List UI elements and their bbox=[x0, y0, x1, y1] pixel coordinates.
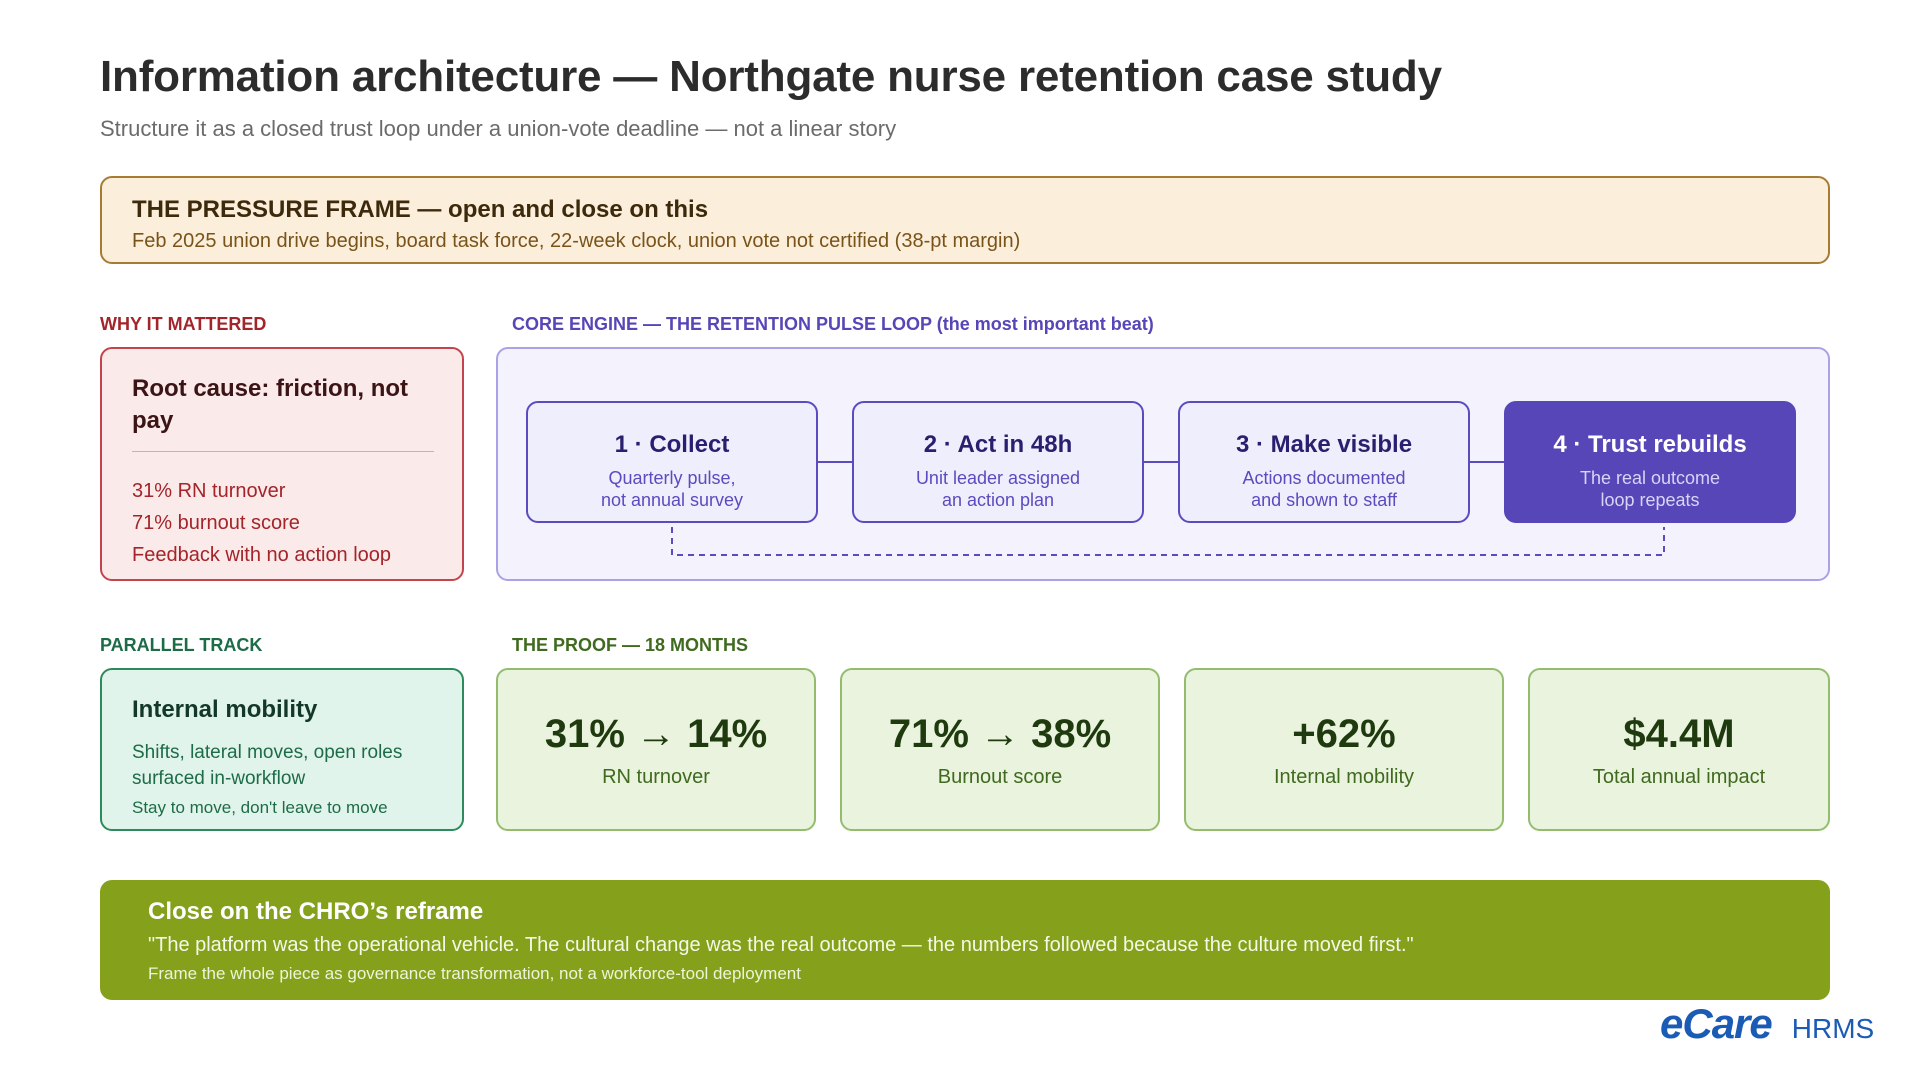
loop-step-desc: Quarterly pulse, not annual survey bbox=[600, 468, 744, 510]
loop-step-desc: The real outcome loop repeats bbox=[1579, 468, 1721, 510]
reframe-quote: "The platform was the operational vehicl… bbox=[148, 934, 1414, 956]
list-item: 31% RN turnover bbox=[132, 480, 286, 502]
metric-value: +62% bbox=[1292, 712, 1396, 756]
metric-label: Internal mobility bbox=[1273, 766, 1415, 788]
loop-step-desc: Actions documented and shown to staff bbox=[1242, 468, 1406, 510]
chro-reframe-banner: Close on the CHRO’s reframe "The platfor… bbox=[100, 880, 1830, 1000]
why-section-label: WHY IT MATTERED bbox=[100, 314, 267, 334]
internal-mobility-title: Internal mobility bbox=[132, 696, 318, 723]
pressure-frame-title: THE PRESSURE FRAME — open and close on t… bbox=[132, 196, 709, 223]
metric-value: 71% → 38% bbox=[888, 712, 1112, 756]
loop-connector bbox=[818, 461, 852, 463]
internal-mobility-desc: Shifts, lateral moves, open roles surfac… bbox=[132, 742, 403, 789]
reframe-note: Frame the whole piece as governance tran… bbox=[148, 964, 801, 983]
reframe-title: Close on the CHRO’s reframe bbox=[148, 898, 484, 925]
metric-card-burnout: 71% → 38% Burnout score bbox=[840, 668, 1160, 831]
internal-mobility-card: Internal mobility Shifts, lateral moves,… bbox=[100, 668, 464, 831]
root-cause-title: Root cause: friction, not pay bbox=[132, 375, 408, 434]
logo-brand: eCare bbox=[1660, 1000, 1773, 1047]
root-cause-card: Root cause: friction, not pay 31% RN tur… bbox=[100, 347, 464, 581]
metric-label: Burnout score bbox=[937, 766, 1063, 788]
metric-value: $4.4M bbox=[1623, 712, 1735, 756]
internal-mobility-note: Stay to move, don't leave to move bbox=[132, 798, 388, 817]
metric-label: RN turnover bbox=[602, 766, 710, 788]
root-cause-list: 31% RN turnover 71% burnout score Feedba… bbox=[132, 475, 391, 571]
loop-connector bbox=[1144, 461, 1178, 463]
metric-card-annual-impact: $4.4M Total annual impact bbox=[1528, 668, 1830, 831]
loop-step-collect: 1 · Collect Quarterly pulse, not annual … bbox=[526, 401, 818, 523]
loop-step-title: 2 · Act in 48h bbox=[923, 431, 1073, 458]
ecare-hrms-logo: eCare HRMS bbox=[1660, 1000, 1874, 1048]
loop-step-desc: Unit leader assigned an action plan bbox=[915, 468, 1081, 510]
loop-step-act: 2 · Act in 48h Unit leader assigned an a… bbox=[852, 401, 1144, 523]
list-item: Feedback with no action loop bbox=[132, 544, 392, 566]
core-section-label: CORE ENGINE — THE RETENTION PULSE LOOP (… bbox=[512, 314, 1154, 334]
metric-value: 31% → 14% bbox=[544, 712, 768, 756]
logo-product: HRMS bbox=[1791, 1013, 1875, 1044]
loop-step-trust-rebuilds: 4 · Trust rebuilds The real outcome loop… bbox=[1504, 401, 1796, 523]
loop-step-title: 4 · Trust rebuilds bbox=[1553, 431, 1747, 458]
page-title: Information architecture — Northgate nur… bbox=[100, 52, 1442, 101]
loop-step-title: 1 · Collect bbox=[614, 431, 730, 458]
metric-label: Total annual impact bbox=[1592, 766, 1766, 788]
pressure-frame-body: Feb 2025 union drive begins, board task … bbox=[132, 230, 1021, 252]
metric-card-rn-turnover: 31% → 14% RN turnover bbox=[496, 668, 816, 831]
divider bbox=[132, 451, 434, 452]
parallel-section-label: PARALLEL TRACK bbox=[100, 635, 263, 655]
loop-step-title: 3 · Make visible bbox=[1235, 431, 1413, 458]
loop-connector bbox=[1470, 461, 1504, 463]
pressure-frame-card: THE PRESSURE FRAME — open and close on t… bbox=[100, 176, 1830, 264]
page-subtitle: Structure it as a closed trust loop unde… bbox=[100, 116, 897, 141]
loop-step-make-visible: 3 · Make visible Actions documented and … bbox=[1178, 401, 1470, 523]
proof-section-label: THE PROOF — 18 MONTHS bbox=[512, 635, 749, 655]
metric-card-internal-mobility: +62% Internal mobility bbox=[1184, 668, 1504, 831]
list-item: 71% burnout score bbox=[132, 512, 300, 534]
